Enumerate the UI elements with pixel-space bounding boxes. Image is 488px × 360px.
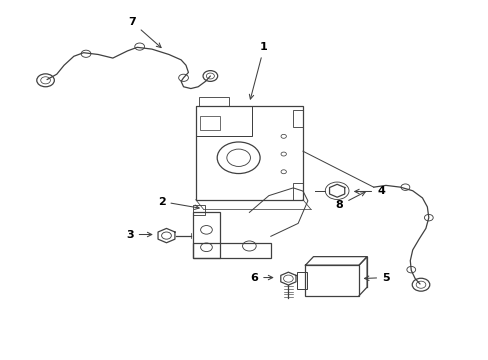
Bar [200, 116, 219, 130]
Text: 4: 4 [354, 186, 384, 197]
Bar [293, 110, 303, 127]
Bar [198, 97, 229, 107]
Bar [195, 107, 251, 136]
Text: 2: 2 [158, 197, 199, 210]
Bar [192, 205, 204, 215]
Bar [293, 183, 303, 200]
Text: 8: 8 [335, 192, 365, 210]
Text: 5: 5 [364, 273, 389, 283]
Bar [192, 243, 270, 258]
Text: 1: 1 [249, 42, 267, 99]
Text: 6: 6 [250, 273, 272, 283]
Text: 3: 3 [126, 230, 151, 239]
Bar [305, 265, 358, 296]
Text: 7: 7 [128, 17, 161, 48]
Bar [296, 272, 306, 289]
Bar [195, 107, 303, 200]
Bar [192, 212, 220, 258]
